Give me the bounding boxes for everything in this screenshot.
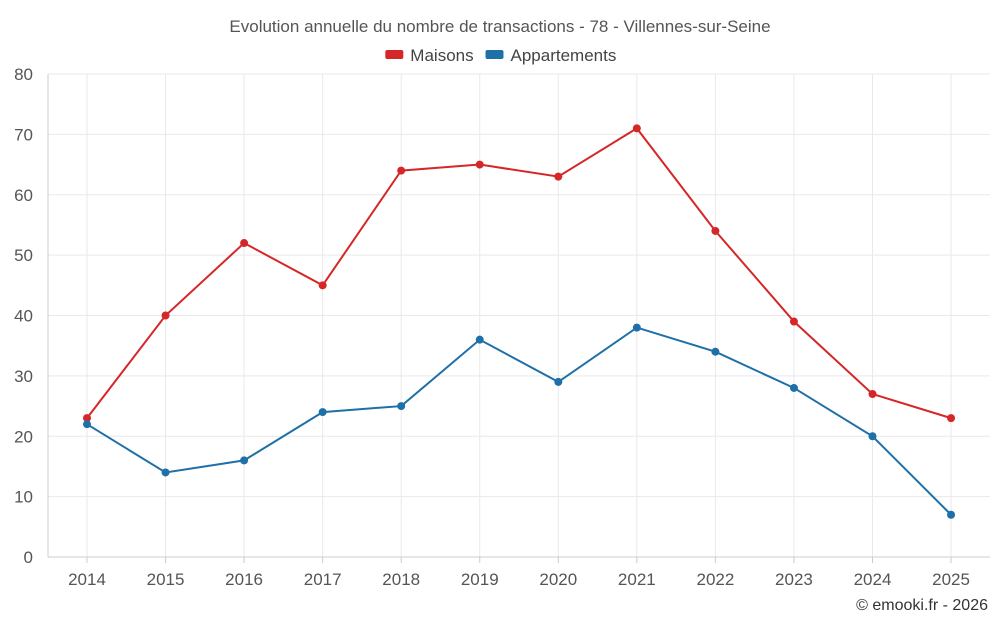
x-tick-label: 2020: [539, 570, 577, 589]
legend-swatch: [485, 50, 504, 59]
data-series: [83, 124, 956, 519]
y-tick-label: 40: [14, 307, 33, 326]
x-tick-label: 2016: [225, 570, 263, 589]
data-point[interactable]: [318, 408, 327, 417]
y-tick-label: 80: [14, 65, 33, 84]
data-point[interactable]: [868, 389, 877, 398]
series-line: [86, 127, 952, 420]
series-line: [86, 326, 952, 516]
data-point[interactable]: [554, 377, 563, 386]
data-point[interactable]: [632, 323, 641, 332]
y-tick-label: 60: [14, 186, 33, 205]
series-appartements: [83, 323, 956, 519]
y-tick-label: 10: [14, 488, 33, 507]
credit-text: © emooki.fr - 2026: [856, 597, 988, 614]
data-point[interactable]: [868, 432, 877, 441]
grid-lines: [48, 73, 990, 557]
legend-item-appartements[interactable]: Appartements: [485, 46, 617, 65]
x-tick-label: 2018: [382, 570, 420, 589]
x-tick-label: 2019: [461, 570, 499, 589]
x-tick-label: 2023: [775, 570, 813, 589]
y-tick-label: 50: [14, 246, 33, 265]
data-point[interactable]: [83, 420, 91, 429]
data-point[interactable]: [475, 335, 484, 344]
data-point[interactable]: [554, 172, 563, 181]
data-point[interactable]: [240, 239, 249, 248]
data-point[interactable]: [397, 402, 406, 411]
y-tick-label: 20: [14, 427, 33, 446]
legend-item-maisons[interactable]: Maisons: [385, 46, 474, 65]
legend-label: Maisons: [410, 46, 473, 65]
x-tick-label: 2024: [854, 570, 892, 589]
chart-title: Evolution annuelle du nombre de transact…: [229, 17, 770, 36]
legend-swatch: [385, 50, 404, 59]
chart-legend: Maisons Appartements: [385, 46, 616, 65]
data-point[interactable]: [947, 414, 956, 423]
x-tick-label: 2017: [304, 570, 342, 589]
x-tick-label: 2021: [618, 570, 656, 589]
x-tick-label: 2025: [932, 570, 970, 589]
y-tick-label: 30: [14, 367, 33, 386]
data-point[interactable]: [711, 347, 720, 356]
data-point[interactable]: [789, 317, 798, 326]
legend-label: Appartements: [511, 46, 617, 65]
y-tick-label: 70: [14, 125, 33, 144]
data-point[interactable]: [83, 414, 91, 423]
data-point[interactable]: [161, 468, 170, 477]
data-point[interactable]: [397, 166, 406, 175]
data-point[interactable]: [161, 311, 170, 320]
data-point[interactable]: [318, 281, 327, 290]
series-maisons: [83, 124, 956, 423]
data-point[interactable]: [947, 510, 956, 519]
data-point[interactable]: [240, 456, 249, 465]
x-tick-label: 2022: [696, 570, 734, 589]
data-point[interactable]: [475, 160, 484, 169]
y-tick-label: 0: [24, 548, 33, 567]
data-point[interactable]: [789, 383, 798, 392]
data-point[interactable]: [632, 124, 641, 133]
x-tick-label: 2014: [68, 570, 106, 589]
x-tick-label: 2015: [147, 570, 185, 589]
data-point[interactable]: [711, 226, 720, 235]
axes: 0 10 20 30 40 50 60 70 80 2014 2015 2016 2017 2018 201…: [14, 65, 990, 589]
